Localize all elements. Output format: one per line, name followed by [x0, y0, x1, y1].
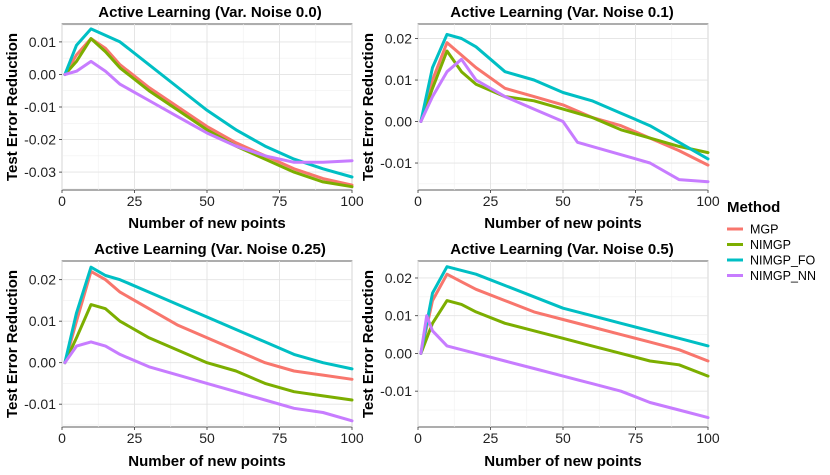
panel-3: 0 25 50 75 100 0.02 0.01 0.00 -0.01 Active Learni…	[4, 241, 364, 470]
y-tick-label: -0.01	[24, 396, 56, 412]
panel-title: Active Learning (Var. Noise 0.25)	[94, 241, 326, 258]
y-tick-label: -0.01	[380, 155, 412, 171]
x-tick-label: 25	[483, 430, 499, 446]
x-axis-label: Number of new points	[128, 453, 286, 470]
series-line-nimgp	[63, 37, 354, 189]
series-line-nimgp	[63, 303, 354, 402]
y-tick-label: 0.00	[29, 66, 56, 82]
x-axis-label: Number of new points	[484, 215, 642, 232]
series-line-nimgp-nn	[63, 340, 354, 423]
y-axis-label: Test Error Reduction	[360, 33, 377, 181]
x-tick-label: 0	[58, 193, 66, 209]
panel-title: Active Learning (Var. Noise 0.1)	[450, 4, 673, 21]
x-axis-label: Number of new points	[128, 215, 286, 232]
x-tick-label: 100	[696, 193, 720, 209]
x-tick-label: 25	[483, 193, 499, 209]
series-line-nimgp-fo	[63, 265, 354, 371]
x-tick-label: 75	[272, 193, 288, 209]
panel-title: Active Learning (Var. Noise 0.5)	[450, 241, 673, 258]
panel-title: Active Learning (Var. Noise 0.0)	[98, 4, 321, 21]
x-tick-label: 50	[199, 193, 215, 209]
x-tick-label: 75	[272, 430, 288, 446]
y-tick-label: 0.01	[385, 308, 412, 324]
series-line-nimgp	[419, 299, 710, 378]
x-tick-label: 0	[58, 430, 66, 446]
x-tick-label: 75	[628, 430, 644, 446]
x-tick-label: 75	[628, 193, 644, 209]
y-tick-label: 0.02	[385, 270, 412, 286]
x-tick-label: 0	[414, 430, 422, 446]
series-line-nimgp-fo	[63, 27, 354, 179]
series-line-nimgp-nn	[63, 59, 354, 164]
y-tick-label: 0.02	[385, 31, 412, 47]
panel-2: 0 25 50 75 100 0.02 0.01 0.00 -0.01 Active Learni…	[360, 4, 720, 232]
y-tick-label: -0.01	[380, 383, 412, 399]
x-tick-label: 100	[340, 430, 364, 446]
y-tick-label: 0.00	[385, 345, 412, 361]
y-tick-label: -0.02	[24, 132, 56, 148]
y-tick-label: 0.02	[29, 272, 56, 288]
x-tick-label: 50	[555, 193, 571, 209]
legend-label: NIMGP_NN	[750, 269, 816, 283]
legend-label: NIMGP	[750, 238, 791, 252]
y-tick-label: 0.01	[29, 34, 56, 50]
panel-1: 0 25 50 75 100 0.01 0.00 -0.01 -0.02 -0.03 Active …	[4, 4, 364, 232]
y-tick-label: 0.00	[29, 355, 56, 371]
series-line-nimgp	[419, 49, 710, 155]
x-tick-label: 25	[127, 193, 143, 209]
panel-4: 0 25 50 75 100 0.02 0.01 0.00 -0.01 Active Learni…	[360, 241, 720, 470]
x-tick-label: 100	[340, 193, 364, 209]
y-tick-label: 0.01	[385, 72, 412, 88]
x-axis-label: Number of new points	[484, 453, 642, 470]
x-tick-label: 50	[199, 430, 215, 446]
y-axis-label: Test Error Reduction	[360, 270, 377, 418]
x-tick-label: 50	[555, 430, 571, 446]
y-tick-label: 0.01	[29, 313, 56, 329]
y-tick-label: -0.01	[24, 99, 56, 115]
legend-title: Method	[727, 199, 780, 216]
series-line-nimgp-fo	[419, 265, 710, 355]
series-line-nimgp-nn	[419, 57, 710, 184]
legend-label: NIMGP_FO	[750, 254, 816, 268]
y-tick-label: 0.00	[385, 114, 412, 130]
series-line-nimgp-fo	[419, 32, 710, 161]
x-tick-label: 25	[127, 430, 143, 446]
y-axis-label: Test Error Reduction	[4, 33, 21, 181]
x-tick-label: 0	[414, 193, 422, 209]
x-tick-label: 100	[696, 430, 720, 446]
legend-label: MGP	[750, 223, 778, 237]
series-line-mgp	[419, 272, 710, 363]
series-line-nimgp-nn	[419, 314, 710, 420]
y-axis-label: Test Error Reduction	[4, 270, 21, 418]
y-tick-label: -0.03	[24, 164, 56, 180]
